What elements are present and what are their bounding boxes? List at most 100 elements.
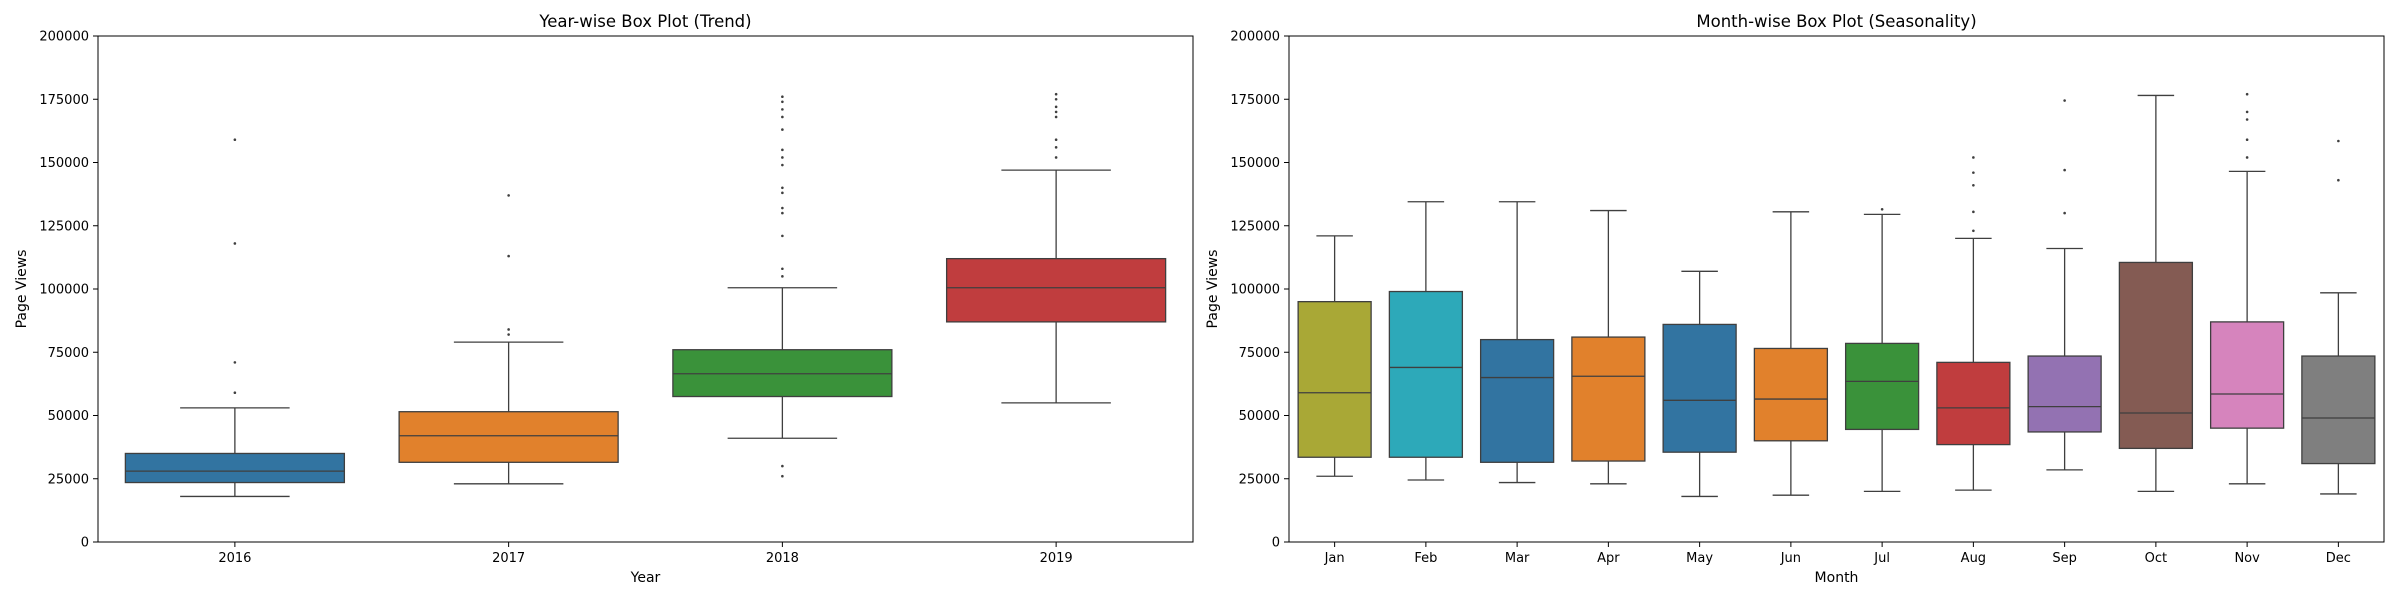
box-iqr	[1753, 347, 1829, 442]
outlier-point	[2337, 178, 2340, 182]
outlier-point	[781, 211, 784, 215]
y-tick-label: 100000	[39, 283, 89, 298]
y-tick-label: 50000	[1239, 409, 1280, 424]
box-iqr	[1936, 361, 2011, 446]
box-iqr	[2027, 355, 2102, 433]
outlier-point	[2337, 139, 2340, 143]
outlier-point	[781, 115, 784, 119]
chart-title: Year-wise Box Plot (Trend)	[538, 12, 751, 31]
x-tick-label: Sep	[2052, 551, 2077, 566]
outlier-point	[781, 186, 784, 190]
chart-title: Month-wise Box Plot (Seasonality)	[1696, 12, 1976, 31]
outlier-point	[507, 254, 510, 258]
outlier-point	[233, 391, 237, 395]
y-tick-label: 50000	[48, 409, 89, 424]
box-Sep	[2027, 99, 2102, 471]
x-tick-label: May	[1686, 551, 1713, 566]
box-Feb	[1388, 201, 1464, 481]
x-tick-label: Jul	[1873, 551, 1890, 566]
outlier-point	[2245, 156, 2249, 159]
outlier-point	[781, 148, 784, 152]
x-tick-label: Nov	[2234, 551, 2260, 566]
box-iqr	[1662, 323, 1737, 453]
outlier-point	[2063, 211, 2066, 215]
outlier-point	[1054, 138, 1058, 142]
outlier-point	[1054, 97, 1058, 101]
outlier-point	[1054, 105, 1058, 109]
outlier-point	[1054, 156, 1058, 159]
x-tick-label: Jan	[1324, 551, 1345, 566]
outlier-point	[781, 191, 784, 195]
outlier-point	[2245, 118, 2249, 121]
box-iqr	[2209, 321, 2285, 429]
outlier-point	[1880, 208, 1884, 211]
outlier-point	[1972, 210, 1975, 214]
y-tick-label: 0	[81, 536, 89, 551]
y-tick-label: 150000	[39, 156, 89, 171]
box-iqr	[945, 257, 1167, 323]
y-tick-label: 125000	[1230, 219, 1280, 234]
box-Jul	[1844, 208, 1920, 493]
outlier-point	[2063, 99, 2066, 102]
y-tick-label: 0	[1272, 536, 1280, 551]
outlier-point	[781, 108, 784, 111]
box-Nov	[2209, 92, 2285, 485]
outlier-point	[781, 464, 784, 468]
box-Mar	[1479, 201, 1555, 484]
outlier-point	[1972, 229, 1975, 233]
box-Jun	[1753, 211, 1829, 496]
x-tick-label: Apr	[1597, 551, 1620, 566]
box-Aug	[1936, 156, 2011, 491]
outlier-point	[2245, 92, 2249, 96]
outlier-point	[781, 474, 784, 478]
box-Dec	[2301, 139, 2376, 495]
y-tick-label: 125000	[39, 219, 89, 234]
y-axis-title: Page Views	[1205, 250, 1221, 329]
outlier-point	[1054, 146, 1058, 149]
outlier-point	[781, 128, 784, 131]
box-2019	[945, 92, 1167, 404]
x-tick-label: 2018	[766, 551, 799, 566]
chart-panel-1: Year-wise Box Plot (Trend) 0 25000 50000 750…	[14, 12, 1194, 586]
box-iqr	[1844, 342, 1920, 431]
x-tick-label: 2017	[492, 551, 525, 566]
outlier-point	[2063, 168, 2066, 172]
x-tick-label: Oct	[2145, 551, 2167, 566]
box-2017	[398, 194, 619, 485]
y-tick-label: 200000	[39, 30, 89, 45]
box-Oct	[2118, 94, 2194, 493]
box-May	[1662, 270, 1737, 498]
outlier-point	[507, 194, 510, 197]
box-Apr	[1571, 209, 1646, 485]
y-tick-label: 150000	[1230, 156, 1280, 171]
outlier-point	[233, 242, 237, 245]
box-iqr	[398, 411, 619, 463]
outlier-point	[1972, 183, 1975, 187]
x-tick-label: Jun	[1780, 551, 1801, 566]
y-tick-label: 25000	[48, 472, 89, 487]
outlier-point	[781, 100, 784, 104]
x-axis-title: Month	[1815, 570, 1859, 586]
outlier-point	[1972, 156, 1975, 159]
x-tick-label: Aug	[1961, 551, 1986, 566]
outlier-point	[1054, 110, 1058, 114]
outlier-point	[781, 234, 784, 238]
outlier-point	[1972, 171, 1975, 174]
outlier-point	[233, 361, 237, 364]
outlier-point	[2245, 138, 2249, 142]
x-tick-label: 2019	[1040, 551, 1073, 566]
x-tick-label: 2016	[218, 551, 251, 566]
box-iqr	[124, 452, 346, 484]
outlier-point	[507, 333, 510, 336]
outlier-point	[781, 267, 784, 271]
outlier-point	[2245, 110, 2249, 114]
outlier-point	[1054, 92, 1058, 96]
plot-frame	[1288, 35, 2385, 543]
x-axis-title: Year	[630, 570, 661, 586]
outlier-point	[781, 95, 784, 99]
plot-frame	[97, 35, 1194, 543]
x-tick-label: Mar	[1505, 551, 1530, 566]
y-tick-label: 175000	[39, 93, 89, 108]
outlier-point	[781, 163, 784, 167]
